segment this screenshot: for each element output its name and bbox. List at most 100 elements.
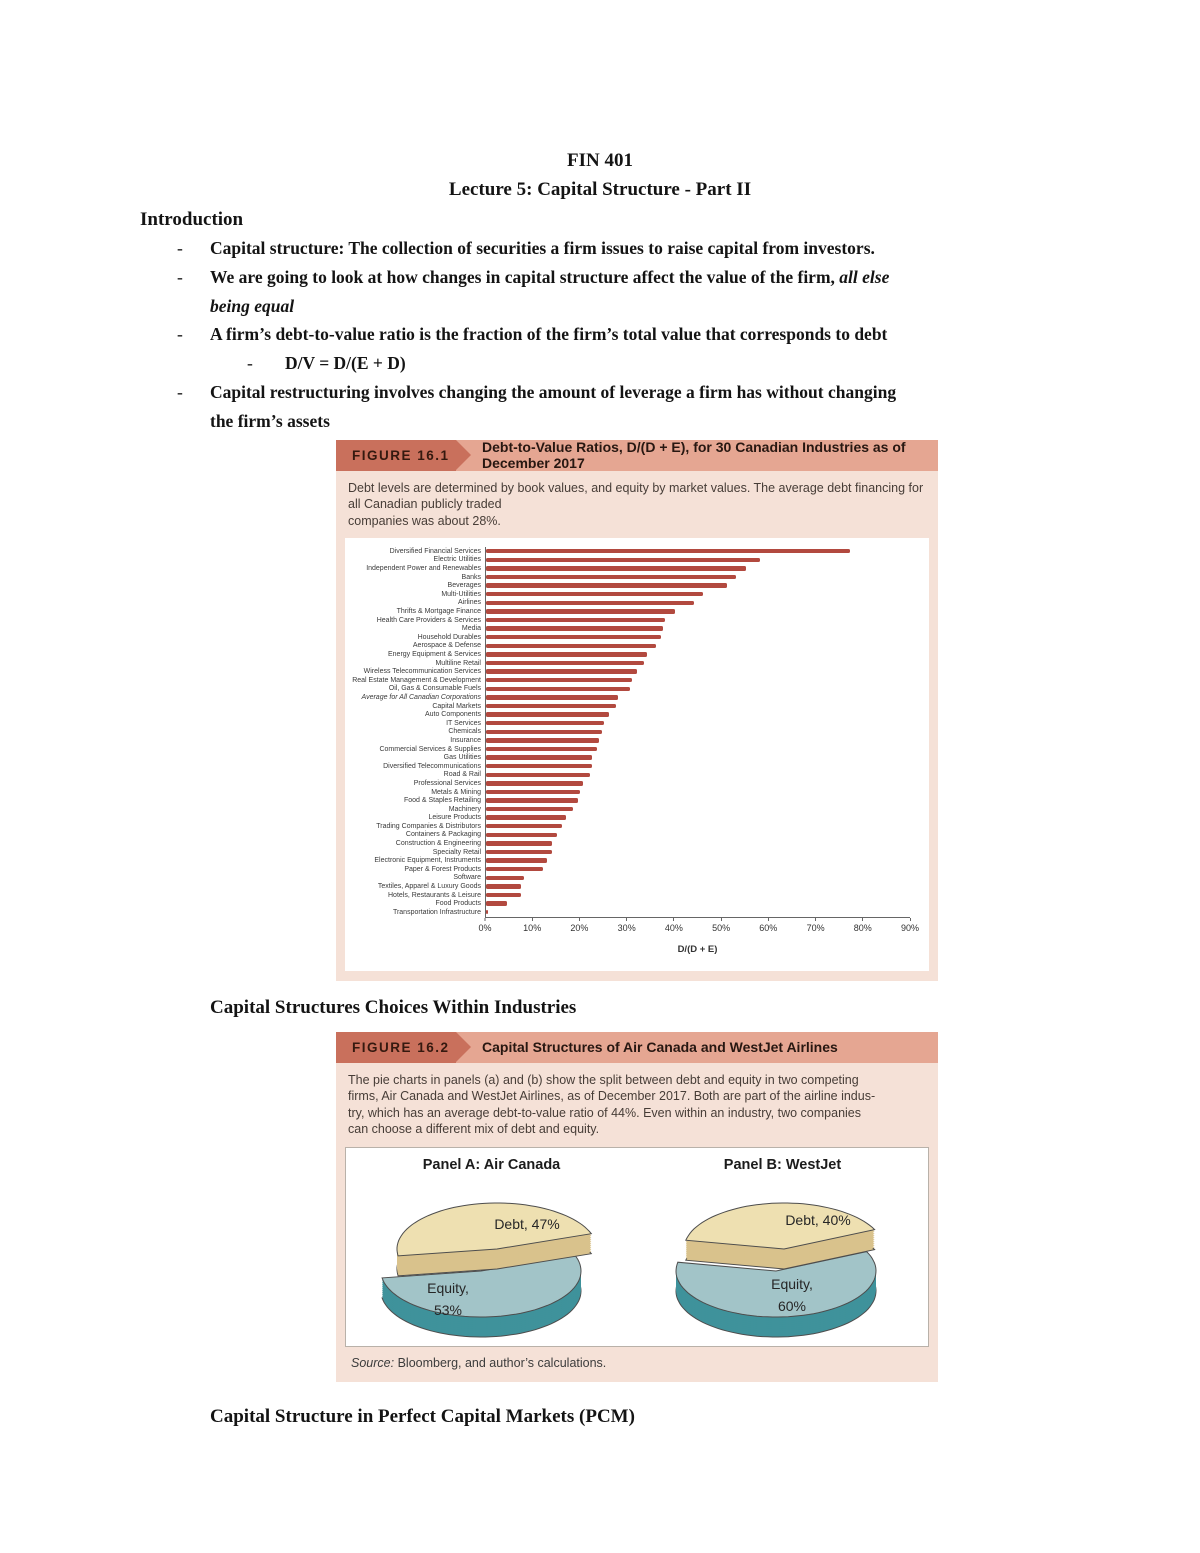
bar-category-label: Real Estate Management & Development	[352, 676, 481, 684]
bar-row: Capital Markets	[345, 701, 929, 711]
equity-slice-label: Equity,	[771, 1276, 813, 1292]
bar-row: Diversified Financial Services	[345, 547, 929, 556]
bar-track	[485, 882, 916, 891]
figure-16-2-label: FIGURE 16.2	[336, 1031, 471, 1063]
bullet-text: We are going to look at how changes in c…	[210, 266, 890, 316]
bar	[486, 677, 633, 683]
bullet-dash: -	[177, 238, 183, 258]
bar	[486, 746, 597, 752]
bar-row: Metals & Mining	[345, 787, 929, 797]
bullet-dash: -	[177, 381, 183, 402]
bar-track	[485, 718, 916, 728]
westjet-pie: Debt, 40% Equity, 60%	[674, 1202, 877, 1338]
bar-category-label: Machinery	[448, 805, 481, 813]
bar	[486, 549, 850, 554]
bar-track	[485, 581, 916, 591]
pie-charts-panel: Panel A: Air Canada Debt, 47% Equity, 53% …	[345, 1146, 929, 1347]
bar-category-label: Hotels, Restaurants & Leisure	[388, 891, 481, 899]
bar-category-label: Transportation Infrastructure	[392, 908, 481, 916]
bar-track	[485, 607, 916, 616]
figure-16-1-header: FIGURE 16.1 Debt-to-Value Ratios, D/(D +…	[336, 439, 938, 471]
bar-category-label: Food & Staples Retailing	[403, 797, 481, 805]
bar-track	[485, 633, 916, 642]
bar-category-label: Beverages	[447, 582, 481, 590]
bar-track	[485, 761, 916, 771]
bar	[486, 703, 616, 709]
bullet-item: - D/V = D/(E + D)	[140, 349, 1075, 378]
bar-track	[485, 736, 916, 745]
pie-slice-path	[684, 1202, 876, 1250]
bar-category-label: Health Care Providers & Services	[376, 616, 481, 624]
bar-track	[485, 675, 916, 685]
bar-category-label: Average for All Canadian Corporations	[361, 693, 481, 701]
bar-category-label: Textiles, Apparel & Luxury Goods	[377, 883, 481, 891]
bar-category-label: Specialty Retail	[432, 848, 481, 856]
bar-category-label: Aerospace & Defense	[412, 642, 481, 650]
course-title: FIN 401	[567, 150, 633, 171]
bar-row: Insurance	[345, 736, 929, 745]
bar-row: Professional Services	[345, 779, 929, 788]
bar-category-label: Metals & Mining	[431, 788, 481, 796]
bar	[486, 824, 562, 829]
bar	[486, 695, 619, 700]
debt-slice-label: Debt, 47%	[494, 1216, 559, 1232]
bar	[486, 841, 553, 846]
bar-row: Multiline Retail	[345, 658, 929, 668]
bar	[486, 910, 489, 915]
bar	[486, 772, 590, 777]
bar	[486, 574, 737, 580]
bar	[486, 669, 638, 674]
bar-track	[485, 615, 916, 625]
bar-category-label: Media	[461, 625, 481, 633]
bar-category-label: Construction & Engineering	[395, 840, 481, 848]
bar	[486, 660, 645, 666]
bar-category-label: Oil, Gas & Consumable Fuels	[388, 685, 481, 693]
bar-row: Hotels, Restaurants & Leisure	[345, 890, 929, 900]
bar-track	[485, 804, 916, 814]
bar-row: Real Estate Management & Development	[345, 675, 929, 685]
bar-track	[485, 684, 916, 694]
figure-16-1-label: FIGURE 16.1	[336, 439, 471, 471]
equity-slice-value: 53%	[433, 1302, 461, 1318]
bar-track	[485, 744, 916, 754]
bullet-text: A firm’s debt-to-value ratio is the frac…	[210, 324, 888, 345]
bar-track	[485, 770, 916, 780]
figure-16-1: FIGURE 16.1 Debt-to-Value Ratios, D/(D +…	[336, 439, 938, 981]
bar-category-label: Diversified Financial Services	[389, 547, 481, 555]
bar	[486, 832, 557, 838]
x-axis-tick: 60%	[759, 917, 777, 933]
bar-row: Trading Companies & Distributors	[345, 822, 929, 831]
panel-a-title: Panel A: Air Canada	[422, 1156, 561, 1173]
bar	[486, 806, 574, 812]
pie-slice-path	[396, 1202, 592, 1257]
bar-row: Specialty Retail	[345, 847, 929, 857]
bullet-dash: -	[177, 266, 183, 287]
bar-track	[485, 830, 916, 840]
source-label: Source:	[351, 1355, 395, 1370]
bar-row: Airlines	[345, 598, 929, 608]
figure-16-1-title: Debt-to-Value Ratios, D/(D + E), for 30 …	[456, 439, 938, 471]
bar-track	[485, 839, 916, 848]
bar-track	[485, 547, 916, 556]
bar	[486, 566, 746, 571]
x-axis-tick: 80%	[854, 917, 872, 933]
bar-track	[485, 813, 916, 823]
bar-row: Food & Staples Retailing	[345, 796, 929, 805]
bar-track	[485, 598, 916, 608]
bar-category-label: Commercial Services & Supplies	[379, 745, 481, 753]
bar-row: Wireless Telecommunication Services	[345, 667, 929, 676]
bar-row: Construction & Engineering	[345, 839, 929, 848]
bar-track	[485, 908, 916, 917]
bar-row: Chemicals	[345, 727, 929, 737]
bar	[486, 720, 605, 726]
bar-row: IT Services	[345, 718, 929, 728]
bar-category-label: Independent Power and Renewables	[366, 565, 481, 573]
bar-category-label: Household Durables	[417, 633, 481, 641]
bar	[486, 617, 666, 623]
bar-category-label: Electric Utilities	[433, 556, 481, 564]
bullet-text: D/V = D/(E + D)	[285, 353, 406, 374]
bar-category-label: Wireless Telecommunication Services	[363, 668, 481, 676]
x-axis-tick: 90%	[901, 917, 919, 933]
bar-row: Multi-Utilities	[345, 590, 929, 599]
bar-track	[485, 658, 916, 668]
